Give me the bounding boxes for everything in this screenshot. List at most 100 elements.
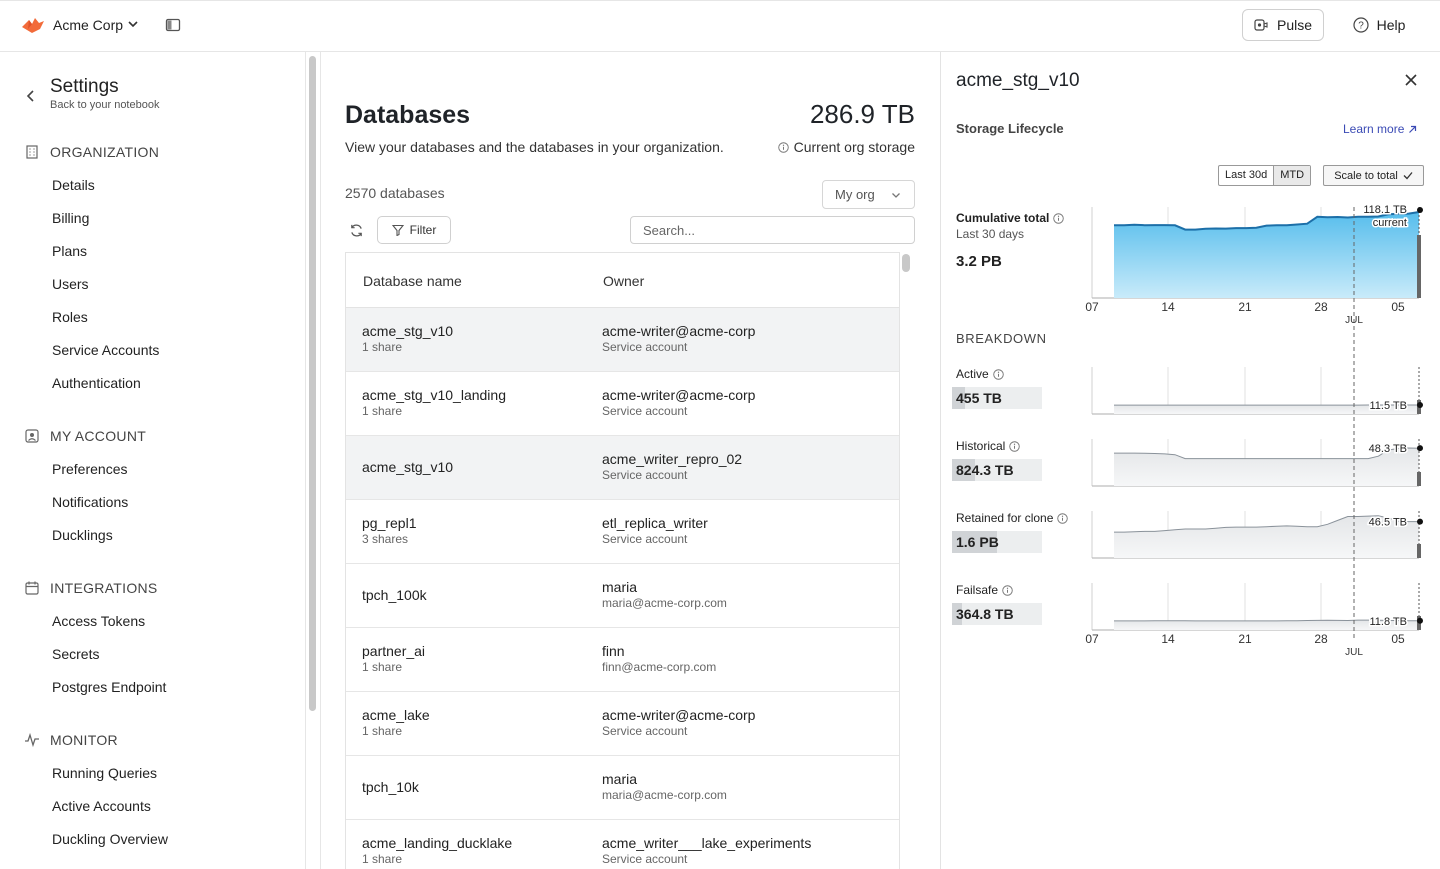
table-row[interactable]: tpch_10k maria maria@acme-corp.com: [346, 756, 899, 820]
cumulative-total-text: Cumulative total: [956, 211, 1050, 225]
sidebar-item-service-accounts[interactable]: Service Accounts: [52, 342, 160, 358]
pulse-button[interactable]: Pulse: [1242, 9, 1324, 41]
owner-detail: maria@acme-corp.com: [602, 788, 727, 802]
storage-total: 286.9 TB: [809, 99, 915, 129]
filter-button[interactable]: Filter: [377, 216, 451, 244]
database-name[interactable]: acme_stg_v10: [362, 459, 454, 475]
chevron-down-icon[interactable]: [127, 18, 139, 30]
breakdown-value-text: 824.3 TB: [956, 462, 1014, 478]
failsafe-area: [1114, 620, 1419, 630]
sidebar-item-running-queries[interactable]: Running Queries: [52, 765, 158, 781]
info-icon[interactable]: [1009, 440, 1021, 452]
breakdown-active-value: 455 TB: [952, 387, 1042, 409]
range-option-last-30d[interactable]: Last 30d: [1225, 169, 1268, 181]
info-icon[interactable]: [1002, 584, 1013, 596]
sidebar-item-authentication[interactable]: Authentication: [52, 375, 141, 391]
databases-table: Database name Owner acme_stg_v10 1 share a…: [345, 252, 900, 869]
sidebar-item-duckling-overview[interactable]: Duckling Overview: [52, 831, 168, 847]
section-integrations: INTEGRATIONS: [50, 580, 158, 596]
sidebar-item-users[interactable]: Users: [52, 276, 89, 292]
range-option-mtd[interactable]: MTD: [1273, 166, 1311, 185]
breakdown-share-bar: [952, 387, 965, 409]
table-row[interactable]: acme_landing_ducklake 1 share acme_writer_…: [346, 820, 899, 869]
sidebar-item-plans[interactable]: Plans: [52, 243, 88, 259]
settings-title: Settings: [50, 76, 119, 97]
database-name[interactable]: partner_ai: [362, 643, 426, 659]
info-icon[interactable]: [777, 141, 789, 153]
cumulative-total-label: Cumulative total: [956, 211, 1065, 225]
column-header-owner[interactable]: Owner: [603, 273, 645, 289]
database-name[interactable]: pg_repl1: [362, 515, 417, 531]
info-icon[interactable]: [1053, 212, 1065, 224]
back-chevron-icon[interactable]: [25, 89, 37, 103]
column-header-database-name[interactable]: Database name: [363, 273, 462, 289]
calendar-icon: [25, 581, 39, 595]
database-name[interactable]: tpch_10k: [362, 779, 419, 795]
close-icon[interactable]: [1404, 73, 1418, 87]
retained_for_clone-end-bar: [1417, 544, 1421, 558]
historical-end-dot: [1417, 445, 1423, 452]
breakdown-value-text: 364.8 TB: [956, 606, 1014, 622]
sidebar-item-access-tokens[interactable]: Access Tokens: [52, 613, 146, 629]
sidebar-item-details[interactable]: Details: [52, 177, 95, 193]
breakdown-label-text: Historical: [956, 439, 1006, 453]
database-name[interactable]: acme_stg_v10_landing: [362, 387, 506, 403]
owner-name: acme-writer@acme-corp: [602, 707, 756, 723]
page-description: View your databases and the databases in…: [345, 139, 724, 155]
cumulative-total-period: Last 30 days: [956, 227, 1025, 241]
table-row[interactable]: partner_ai 1 share finn finn@acme-corp.com: [346, 628, 899, 692]
database-name[interactable]: acme_landing_ducklake: [362, 835, 513, 851]
sidebar-toggle-icon[interactable]: [165, 17, 181, 33]
sidebar-item-notifications[interactable]: Notifications: [52, 494, 129, 510]
database-shares: 3 shares: [362, 532, 409, 546]
table-row[interactable]: acme_stg_v10_landing 1 share acme-writer@a…: [346, 372, 899, 436]
owner-name: maria: [602, 771, 638, 787]
sidebar-item-billing[interactable]: Billing: [52, 210, 90, 226]
back-to-notebook-link[interactable]: Back to your notebook: [50, 99, 160, 111]
chevron-down-icon: [891, 192, 900, 198]
duck-logo-icon[interactable]: [20, 15, 46, 35]
cumulative-area: [1114, 212, 1419, 298]
owner-name: acme-writer@acme-corp: [602, 323, 756, 339]
table-scrollbar[interactable]: [902, 254, 910, 272]
table-row[interactable]: tpch_100k maria maria@acme-corp.com: [346, 564, 899, 628]
database-name[interactable]: acme_stg_v10: [362, 323, 454, 339]
sidebar-item-preferences[interactable]: Preferences: [52, 461, 128, 477]
info-icon[interactable]: [992, 368, 1004, 380]
sidebar-item-active-accounts[interactable]: Active Accounts: [52, 798, 151, 814]
help-button[interactable]: ? Help: [1344, 9, 1414, 41]
table-row[interactable]: acme_stg_v10 1 share acme-writer@acme-corp…: [346, 308, 899, 372]
sidebar-item-secrets[interactable]: Secrets: [52, 646, 100, 662]
failsafe-end-dot: [1417, 617, 1423, 624]
help-circle-icon: ?: [1352, 17, 1369, 33]
table-row[interactable]: acme_stg_v10 acme_writer_repro_02 Service …: [346, 436, 899, 500]
sidebar-item-postgres-endpoint[interactable]: Postgres Endpoint: [52, 679, 167, 695]
breakdown-active-label: Active: [956, 367, 1004, 381]
pulse-line-icon: [25, 732, 39, 748]
search-input[interactable]: [630, 216, 915, 244]
x-month-label: JUL: [1345, 315, 1363, 326]
database-name[interactable]: acme_lake: [362, 707, 430, 723]
sidebar-item-ducklings[interactable]: Ducklings: [52, 527, 113, 543]
section-monitor: MONITOR: [50, 732, 118, 748]
refresh-icon[interactable]: [349, 223, 364, 238]
table-row[interactable]: acme_lake 1 share acme-writer@acme-corp Ser…: [346, 692, 899, 756]
historical-end-bar: [1417, 472, 1421, 486]
x-tick-label: 21: [1238, 632, 1252, 646]
learn-more-link[interactable]: Learn more: [1343, 122, 1417, 136]
sidebar-item-roles[interactable]: Roles: [52, 309, 88, 325]
owner-detail: finn@acme-corp.com: [602, 660, 717, 674]
cumulative-end-bar: [1417, 235, 1421, 298]
sidebar-scrollbar[interactable]: [309, 56, 316, 711]
breakdown-share-bar: [952, 603, 962, 625]
failsafe-end-label: 11.8 TB: [1369, 616, 1407, 628]
table-row[interactable]: pg_repl1 3 shares etl_replica_writer Servic…: [346, 500, 899, 564]
scale-to-total-toggle[interactable]: Scale to total: [1323, 165, 1424, 186]
database-name[interactable]: tpch_100k: [362, 587, 427, 603]
panel-title: acme_stg_v10: [956, 70, 1080, 91]
scope-select[interactable]: My org: [822, 180, 915, 209]
org-name[interactable]: Acme Corp: [53, 17, 124, 33]
help-label: Help: [1376, 17, 1406, 33]
info-icon[interactable]: [1057, 512, 1069, 524]
x-tick-label: 14: [1161, 632, 1175, 646]
